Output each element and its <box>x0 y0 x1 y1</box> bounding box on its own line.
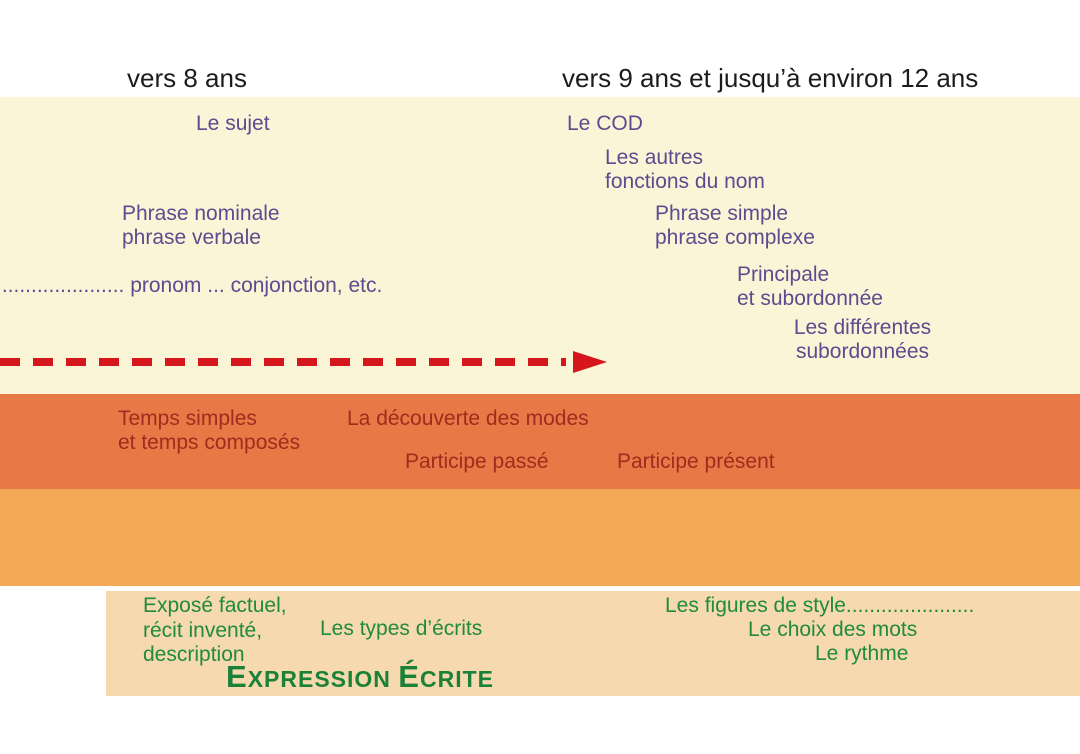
label-phrase-nominale-line2: phrase verbale <box>122 226 261 249</box>
label-participe-passe: Participe passé <box>405 450 549 473</box>
label-le-cod: Le COD <box>567 112 643 135</box>
label-temps-simples-line2: et temps composés <box>118 431 301 454</box>
age-header-right: vers 9 ans et jusqu’à environ 12 ans <box>562 63 979 93</box>
title-word-crite: CRITE <box>419 666 494 692</box>
label-le-rythme: Le rythme <box>815 642 909 665</box>
writing-band-background <box>106 591 1080 696</box>
label-autres-fonctions: Les autres fonctions du nom <box>605 146 765 194</box>
label-phrase-simple-line2: phrase complexe <box>655 226 815 249</box>
expression-ecrite-title: EXPRESSION ÉCRITE <box>226 659 494 695</box>
title-cap-e1: E <box>226 659 248 694</box>
label-figures-style: Les figures de style....................… <box>665 594 975 617</box>
label-differentes-line1: Les différentes <box>793 316 932 339</box>
label-differentes-subordonnees: Les différentes subordonnées <box>790 316 935 364</box>
label-phrase-nominale-line1: Phrase nominale <box>122 202 280 225</box>
label-decouverte-modes: La découverte des modes <box>347 407 589 430</box>
grammar-band-background <box>0 97 1080 394</box>
red-arrow-head-icon <box>573 351 607 373</box>
label-expose-factuel: Exposé factuel, récit inventé, descripti… <box>143 594 287 668</box>
label-autres-fonctions-line1: Les autres <box>605 146 704 169</box>
label-principale-subordonnee: Principale et subordonnée <box>737 263 883 311</box>
label-differentes-line2: subordonnées <box>795 340 930 363</box>
label-phrase-nominale: Phrase nominale phrase verbale <box>122 202 280 250</box>
label-choix-mots: Le choix des mots <box>748 618 918 641</box>
title-word-xpression: XPRESSION <box>247 666 391 692</box>
age-header-left: vers 8 ans <box>127 63 247 93</box>
title-cap-e2: É <box>398 659 420 694</box>
red-dashed-arrow-line <box>0 358 566 366</box>
label-autres-fonctions-line2: fonctions du nom <box>605 170 765 193</box>
label-temps-simples: Temps simples et temps composés <box>118 407 300 455</box>
label-phrase-simple: Phrase simple phrase complexe <box>655 202 815 250</box>
label-phrase-simple-line1: Phrase simple <box>655 202 789 225</box>
label-principale-line1: Principale <box>737 263 830 286</box>
label-expose-line1: Exposé factuel, <box>143 594 287 617</box>
label-types-ecrits: Les types d’écrits <box>320 617 483 640</box>
label-principale-line2: et subordonnée <box>737 287 883 310</box>
label-le-sujet: Le sujet <box>196 112 270 135</box>
label-expose-line3: description <box>143 643 245 666</box>
label-pronom-conjonction: ...................... pronom ... conjon… <box>0 274 383 297</box>
label-participe-present: Participe présent <box>617 450 775 473</box>
conjugation-band-background <box>0 394 1080 489</box>
empty-orange-band-background <box>0 489 1080 586</box>
label-temps-simples-line1: Temps simples <box>118 407 257 430</box>
label-expose-line2: récit inventé, <box>143 618 263 642</box>
